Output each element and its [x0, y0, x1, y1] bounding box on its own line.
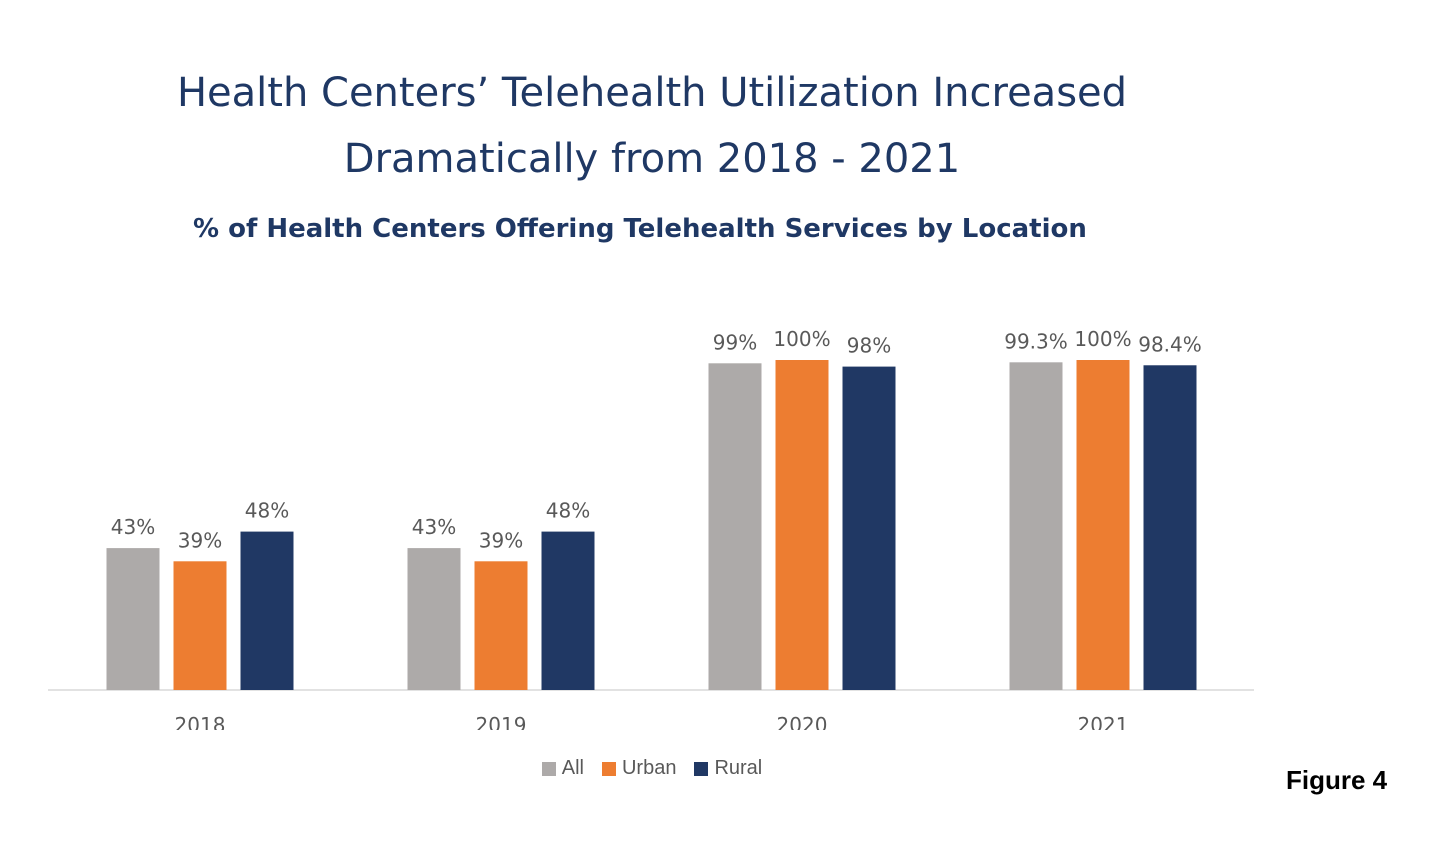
legend-swatch-all [541, 761, 556, 776]
legend-item-rural: Rural [694, 757, 762, 780]
legend: All Urban Rural [0, 757, 1304, 780]
bar-all-2021 [1009, 362, 1063, 690]
data-label-rural-2021: 98.4% [1138, 332, 1202, 356]
data-label-rural-2019: 48% [546, 499, 590, 523]
bar-chart: 43% 39% 48% 2018 43% 39% 48% 2019 99% 100% 98% 2020… [48, 327, 1254, 730]
data-label-urban-2019: 39% [479, 528, 523, 552]
data-label-rural-2018: 48% [245, 499, 289, 523]
legend-item-urban: Urban [601, 757, 677, 780]
figure-label: Figure 4 [1286, 765, 1388, 795]
bar-all-2020 [708, 363, 762, 690]
data-label-all-2021: 99.3% [1004, 329, 1068, 353]
bar-all-2018 [106, 548, 160, 690]
bar-rural-2021 [1143, 365, 1197, 690]
bar-rural-2018 [240, 531, 294, 690]
bar-rural-2019 [541, 531, 595, 690]
legend-label-rural: Rural [714, 757, 763, 779]
x-tick-label-2019: 2019 [476, 713, 527, 730]
data-label-urban-2020: 100% [773, 327, 830, 351]
bars-group: 43% 39% 48% 2018 43% 39% 48% 2019 99% 100% 98% 2020… [106, 327, 1202, 730]
x-tick-label-2018: 2018 [175, 713, 226, 730]
legend-item-all: All [541, 757, 584, 780]
legend-swatch-urban [601, 761, 616, 776]
data-label-rural-2020: 98% [847, 334, 891, 358]
legend-label-all: All [561, 757, 584, 779]
x-tick-label-2020: 2020 [777, 713, 828, 730]
legend-swatch-rural [694, 761, 709, 776]
x-tick-label-2021: 2021 [1078, 713, 1129, 730]
bar-urban-2019 [474, 561, 528, 690]
bar-all-2019 [407, 548, 461, 690]
data-label-urban-2021: 100% [1074, 327, 1131, 351]
bar-rural-2020 [842, 366, 896, 690]
data-label-all-2020: 99% [713, 330, 757, 354]
bar-urban-2018 [173, 561, 227, 690]
bar-urban-2021 [1076, 360, 1130, 690]
chart-title-line-2: Dramatically from 2018 - 2021 [343, 136, 961, 182]
data-label-all-2018: 43% [111, 515, 155, 539]
chart-title-line-1: Health Centers’ Telehealth Utilization I… [176, 70, 1128, 116]
data-label-urban-2018: 39% [178, 528, 222, 552]
legend-label-urban: Urban [621, 757, 677, 779]
bar-urban-2020 [775, 360, 829, 690]
data-label-all-2019: 43% [412, 515, 456, 539]
chart-subtitle: % of Health Centers Offering Telehealth … [193, 214, 1087, 244]
